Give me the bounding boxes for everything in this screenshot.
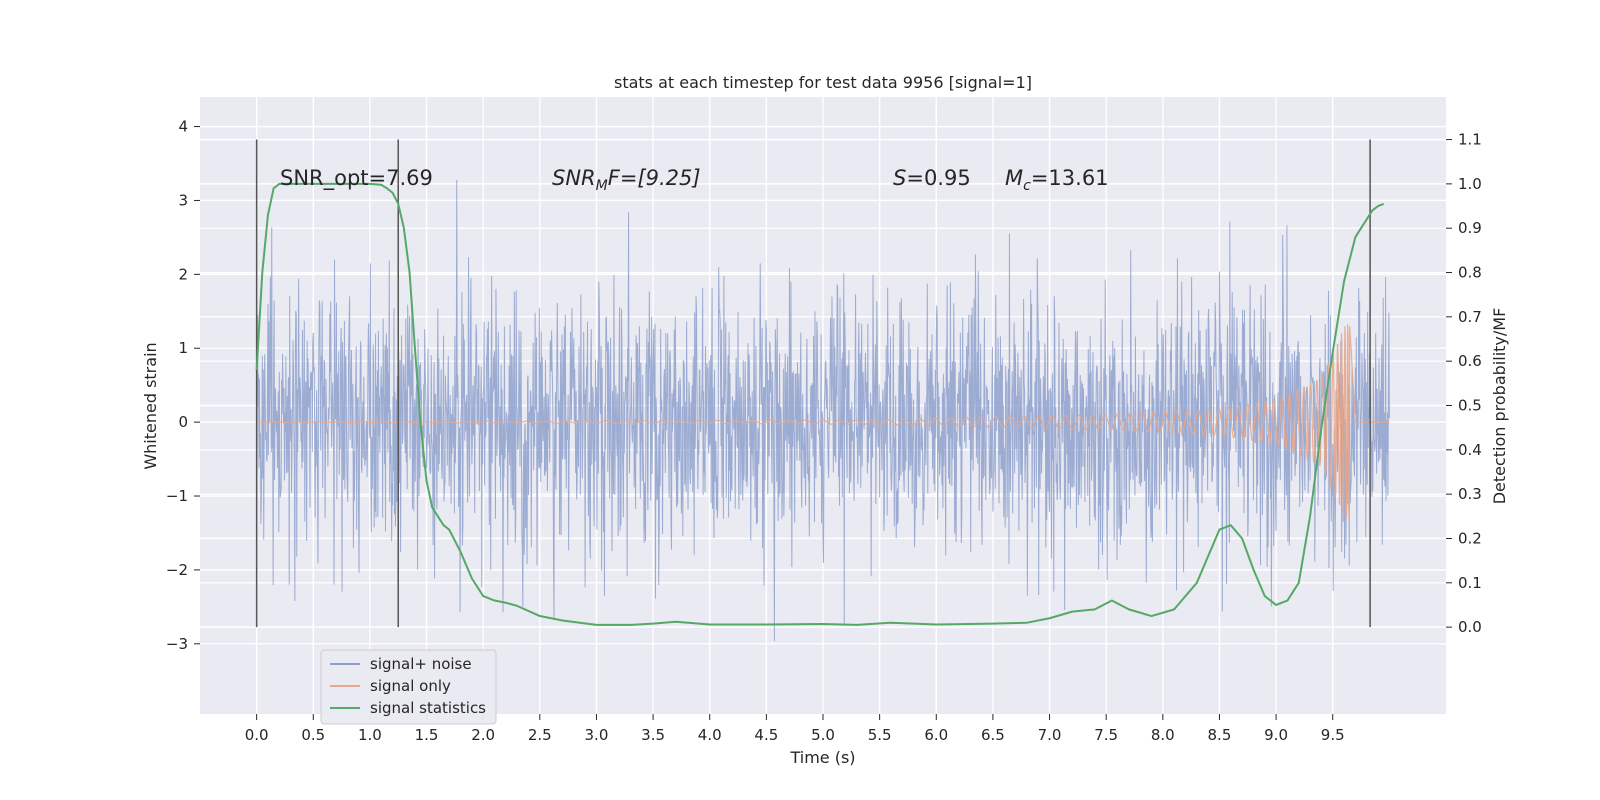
series-signal-noise <box>256 179 1390 642</box>
annotation-snr-mf-value: F=[9.25] <box>608 166 701 190</box>
series-signal-statistics <box>255 182 1385 626</box>
legend: signal+ noise signal only signal statist… <box>320 649 497 725</box>
x-tick-label: 5.0 <box>811 726 835 744</box>
annotation-mc-symbol: M <box>1005 166 1023 190</box>
y-right-tick-label: 0.3 <box>1458 485 1482 503</box>
y-left-tick-label: 3 <box>178 191 188 209</box>
annotation-s-value: =0.95 <box>906 166 970 190</box>
y-right-tick-label: 0.4 <box>1458 441 1482 459</box>
x-tick-label: 3.0 <box>585 726 609 744</box>
y-right-tick-label: 0.9 <box>1458 219 1482 237</box>
y-right-tick-label: 0.8 <box>1458 264 1482 282</box>
annotation-snr-mf-subscript: M <box>596 178 608 194</box>
legend-box <box>320 649 497 725</box>
legend-label-signal-statistics: signal statistics <box>370 699 486 717</box>
y-left-tick-label: 1 <box>178 339 188 357</box>
chart-title: stats at each timestep for test data 995… <box>614 73 1032 92</box>
x-tick-label: 5.5 <box>868 726 892 744</box>
y-left-tick-label: 4 <box>178 118 188 136</box>
x-tick-label: 2.5 <box>528 726 552 744</box>
y-right-tick-label: 0.6 <box>1458 352 1482 370</box>
y-right-tick-label: 0.2 <box>1458 529 1482 547</box>
annotation-snr-mf: SNRMF=[9.25] <box>552 166 701 194</box>
x-tick-label: 0.0 <box>245 726 269 744</box>
vertical-markers <box>255 139 1371 628</box>
annotation-mc-value: =13.61 <box>1031 166 1109 190</box>
legend-label-signal-only: signal only <box>370 677 451 695</box>
x-tick-label: 8.0 <box>1151 726 1175 744</box>
annotation-s: S=0.95 <box>893 166 971 190</box>
x-axis-label: Time (s) <box>789 748 855 767</box>
y-axis-label-right: Detection probability/MF <box>1490 308 1509 505</box>
signal-statistics-line <box>255 182 1385 626</box>
legend-label-signal-noise: signal+ noise <box>370 655 472 673</box>
x-tick-label: 9.0 <box>1264 726 1288 744</box>
x-tick-label: 7.0 <box>1038 726 1062 744</box>
y-right-tick-label: 1.0 <box>1458 175 1482 193</box>
x-tick-label: 9.5 <box>1321 726 1345 744</box>
y-right-tick-label: 0.7 <box>1458 308 1482 326</box>
y-left-tick-label: −2 <box>166 561 188 579</box>
x-tick-label: 1.5 <box>415 726 439 744</box>
ticks: 0.0 0.5 1.0 1.5 2.0 2.5 3.0 3.5 4.0 4.5 5.0 5.5 6.0 6… <box>166 118 1482 744</box>
annotations: SNR_opt=7.69 SNRMF=[9.25] S=0.95 Mc=13.6… <box>280 166 1109 194</box>
y-right-tick-label: 0.5 <box>1458 397 1482 415</box>
x-tick-label: 4.5 <box>754 726 778 744</box>
x-tick-label: 0.5 <box>301 726 325 744</box>
series-signal-only <box>256 324 1390 521</box>
signal-noise-line <box>256 179 1390 642</box>
y-right-tick-label: 1.1 <box>1458 131 1482 149</box>
y-left-tick-label: −1 <box>166 487 188 505</box>
x-tick-label: 4.0 <box>698 726 722 744</box>
y-axis-label-left: Whitened strain <box>141 342 160 469</box>
x-tick-label: 7.5 <box>1094 726 1118 744</box>
annotation-s-symbol: S <box>893 166 906 190</box>
x-tick-label: 2.0 <box>471 726 495 744</box>
x-tick-label: 6.5 <box>981 726 1005 744</box>
x-tick-label: 6.0 <box>924 726 948 744</box>
y-left-tick-label: −3 <box>166 635 188 653</box>
annotation-mc: Mc=13.61 <box>1005 166 1109 194</box>
annotation-snr-opt: SNR_opt=7.69 <box>280 166 433 191</box>
y-left-tick-label: 2 <box>178 265 188 283</box>
y-right-tick-label: 0.1 <box>1458 574 1482 592</box>
x-tick-label: 3.5 <box>641 726 665 744</box>
x-tick-label: 8.5 <box>1208 726 1232 744</box>
annotation-mc-subscript: c <box>1023 178 1031 194</box>
x-tick-label: 1.0 <box>358 726 382 744</box>
y-right-tick-label: 0.0 <box>1458 618 1482 636</box>
annotation-snr-mf-symbol: SNR <box>552 166 596 190</box>
y-left-tick-label: 0 <box>178 413 188 431</box>
signal-only-line <box>256 324 1390 521</box>
